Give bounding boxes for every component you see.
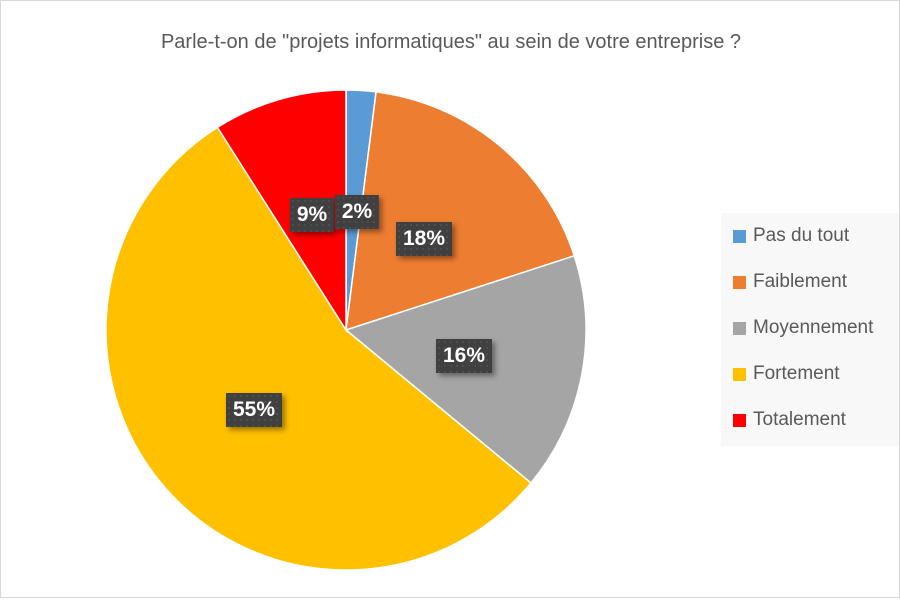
legend-swatch [733, 275, 746, 289]
pie-slice-faiblement [345, 91, 576, 332]
legend: Pas du tout Faiblement Moyennement Fortemen… [721, 213, 899, 446]
legend-swatch [733, 367, 746, 381]
legend-item: Fortement [733, 363, 840, 385]
legend-label: Faiblement [753, 271, 847, 292]
data-label: 55% [225, 393, 283, 427]
chart-title: Parle-t-on de "projets informatiques" au… [160, 31, 742, 53]
legend-item: Totalement [733, 409, 846, 431]
legend-label: Totalement [753, 409, 846, 430]
legend-swatch [733, 413, 746, 427]
data-label: 16% [435, 339, 493, 373]
legend-swatch [733, 229, 746, 243]
data-label: 9% [289, 198, 335, 232]
pie-slice-totalement [216, 89, 347, 333]
legend-item: Moyennement [733, 317, 873, 339]
data-label: 18% [395, 222, 453, 256]
legend-item: Pas du tout [733, 225, 849, 247]
legend-label: Pas du tout [753, 225, 850, 246]
legend-label: Moyennement [753, 317, 874, 338]
pie-slice-fortement [105, 126, 532, 571]
data-label: 2% [334, 195, 380, 229]
legend-item: Faiblement [733, 271, 847, 293]
legend-label: Fortement [753, 363, 840, 384]
legend-swatch [733, 321, 746, 335]
